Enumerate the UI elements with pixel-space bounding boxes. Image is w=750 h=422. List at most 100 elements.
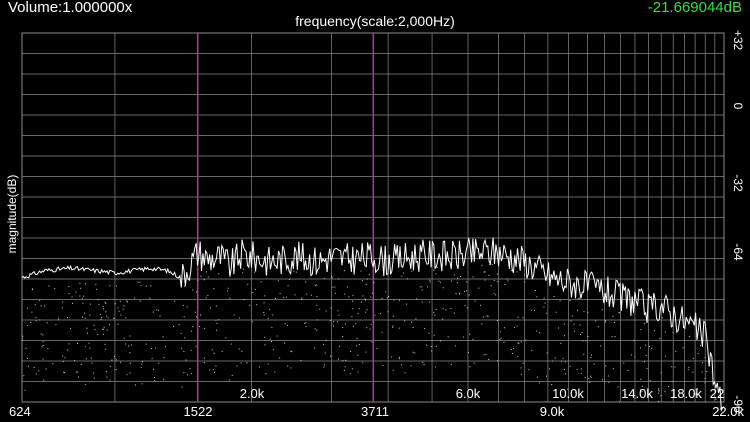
- noise-dot: [55, 323, 57, 325]
- noise-dot: [106, 376, 108, 378]
- noise-dot: [434, 366, 436, 368]
- noise-dot: [93, 324, 95, 326]
- noise-dot: [228, 379, 230, 381]
- noise-dot: [57, 317, 59, 319]
- noise-dot: [525, 339, 527, 341]
- noise-dot: [152, 311, 154, 313]
- noise-dot: [156, 309, 158, 311]
- noise-dot: [80, 287, 82, 289]
- noise-dot: [537, 376, 539, 378]
- noise-dot: [114, 303, 116, 305]
- noise-dot: [140, 285, 142, 287]
- noise-dot: [46, 322, 48, 324]
- noise-dot: [164, 346, 166, 348]
- noise-dot: [274, 298, 276, 300]
- noise-dot: [453, 312, 455, 314]
- noise-dot: [283, 297, 285, 299]
- noise-dot: [135, 384, 137, 386]
- noise-dot: [128, 345, 130, 347]
- noise-dot: [699, 344, 701, 346]
- noise-dot: [704, 357, 706, 359]
- noise-dot: [404, 372, 406, 374]
- noise-dot: [522, 317, 524, 319]
- noise-dot: [336, 321, 338, 323]
- noise-dot: [199, 314, 201, 316]
- noise-dot: [105, 302, 107, 304]
- noise-dot: [639, 389, 641, 391]
- noise-dot: [254, 288, 256, 290]
- noise-dot: [85, 283, 87, 285]
- noise-dot: [284, 342, 286, 344]
- noise-dot: [442, 308, 444, 310]
- noise-dot: [76, 371, 78, 373]
- noise-dot: [115, 285, 117, 287]
- noise-dot: [493, 280, 495, 282]
- noise-dot: [584, 376, 586, 378]
- noise-dot: [386, 297, 388, 299]
- noise-dot: [229, 297, 231, 299]
- noise-dot: [701, 371, 703, 373]
- noise-dot: [185, 359, 187, 361]
- noise-dot: [694, 389, 696, 391]
- noise-dot: [423, 363, 425, 365]
- noise-dot: [399, 327, 401, 329]
- noise-dot: [352, 300, 354, 302]
- noise-dot: [468, 294, 470, 296]
- noise-dot: [315, 285, 317, 287]
- noise-dot: [106, 329, 108, 331]
- noise-dot: [464, 304, 466, 306]
- noise-dot: [314, 328, 316, 330]
- noise-dot: [93, 377, 95, 379]
- noise-dot: [645, 354, 647, 356]
- noise-dot: [77, 371, 79, 373]
- noise-dot: [516, 325, 518, 327]
- freq-tick-label-14k: 14.0k: [621, 386, 653, 401]
- noise-dot: [331, 277, 333, 279]
- noise-dot: [365, 299, 367, 301]
- noise-dot: [316, 284, 318, 286]
- noise-dot: [203, 362, 205, 364]
- noise-dot: [687, 369, 689, 371]
- noise-dot: [435, 309, 437, 311]
- noise-dot: [323, 343, 325, 345]
- noise-dot: [649, 379, 651, 381]
- noise-dot: [618, 401, 620, 403]
- noise-dot: [126, 301, 128, 303]
- noise-dot: [576, 368, 578, 370]
- noise-dot: [274, 371, 276, 373]
- noise-dot: [306, 293, 308, 295]
- noise-dot: [140, 367, 142, 369]
- noise-dot: [445, 309, 447, 311]
- noise-dot: [496, 320, 498, 322]
- noise-dot: [604, 321, 606, 323]
- noise-dot: [442, 287, 444, 289]
- noise-dot: [97, 333, 99, 335]
- noise-dot: [428, 332, 430, 334]
- noise-dot: [84, 383, 86, 385]
- noise-dot: [627, 369, 629, 371]
- noise-dot: [330, 307, 332, 309]
- noise-dot: [246, 362, 248, 364]
- noise-dot: [24, 389, 26, 391]
- noise-dot: [661, 317, 663, 319]
- noise-dot: [658, 392, 660, 394]
- noise-dot: [351, 368, 353, 370]
- noise-dot: [551, 384, 553, 386]
- volume-readout: Volume:1.000000x: [8, 0, 133, 16]
- noise-dot: [433, 269, 435, 271]
- noise-dot: [436, 266, 438, 268]
- freq-tick-label-10k: 10.0k: [552, 386, 584, 401]
- noise-dot: [284, 323, 286, 325]
- noise-dot: [500, 337, 502, 339]
- noise-dot: [114, 357, 116, 359]
- noise-dot: [63, 371, 65, 373]
- noise-dot: [174, 300, 176, 302]
- noise-dot: [196, 316, 198, 318]
- noise-dot: [67, 349, 69, 351]
- noise-dot: [105, 311, 107, 313]
- noise-dot: [227, 287, 229, 289]
- noise-dot: [419, 286, 421, 288]
- noise-dot: [472, 276, 474, 278]
- noise-dot: [706, 371, 708, 373]
